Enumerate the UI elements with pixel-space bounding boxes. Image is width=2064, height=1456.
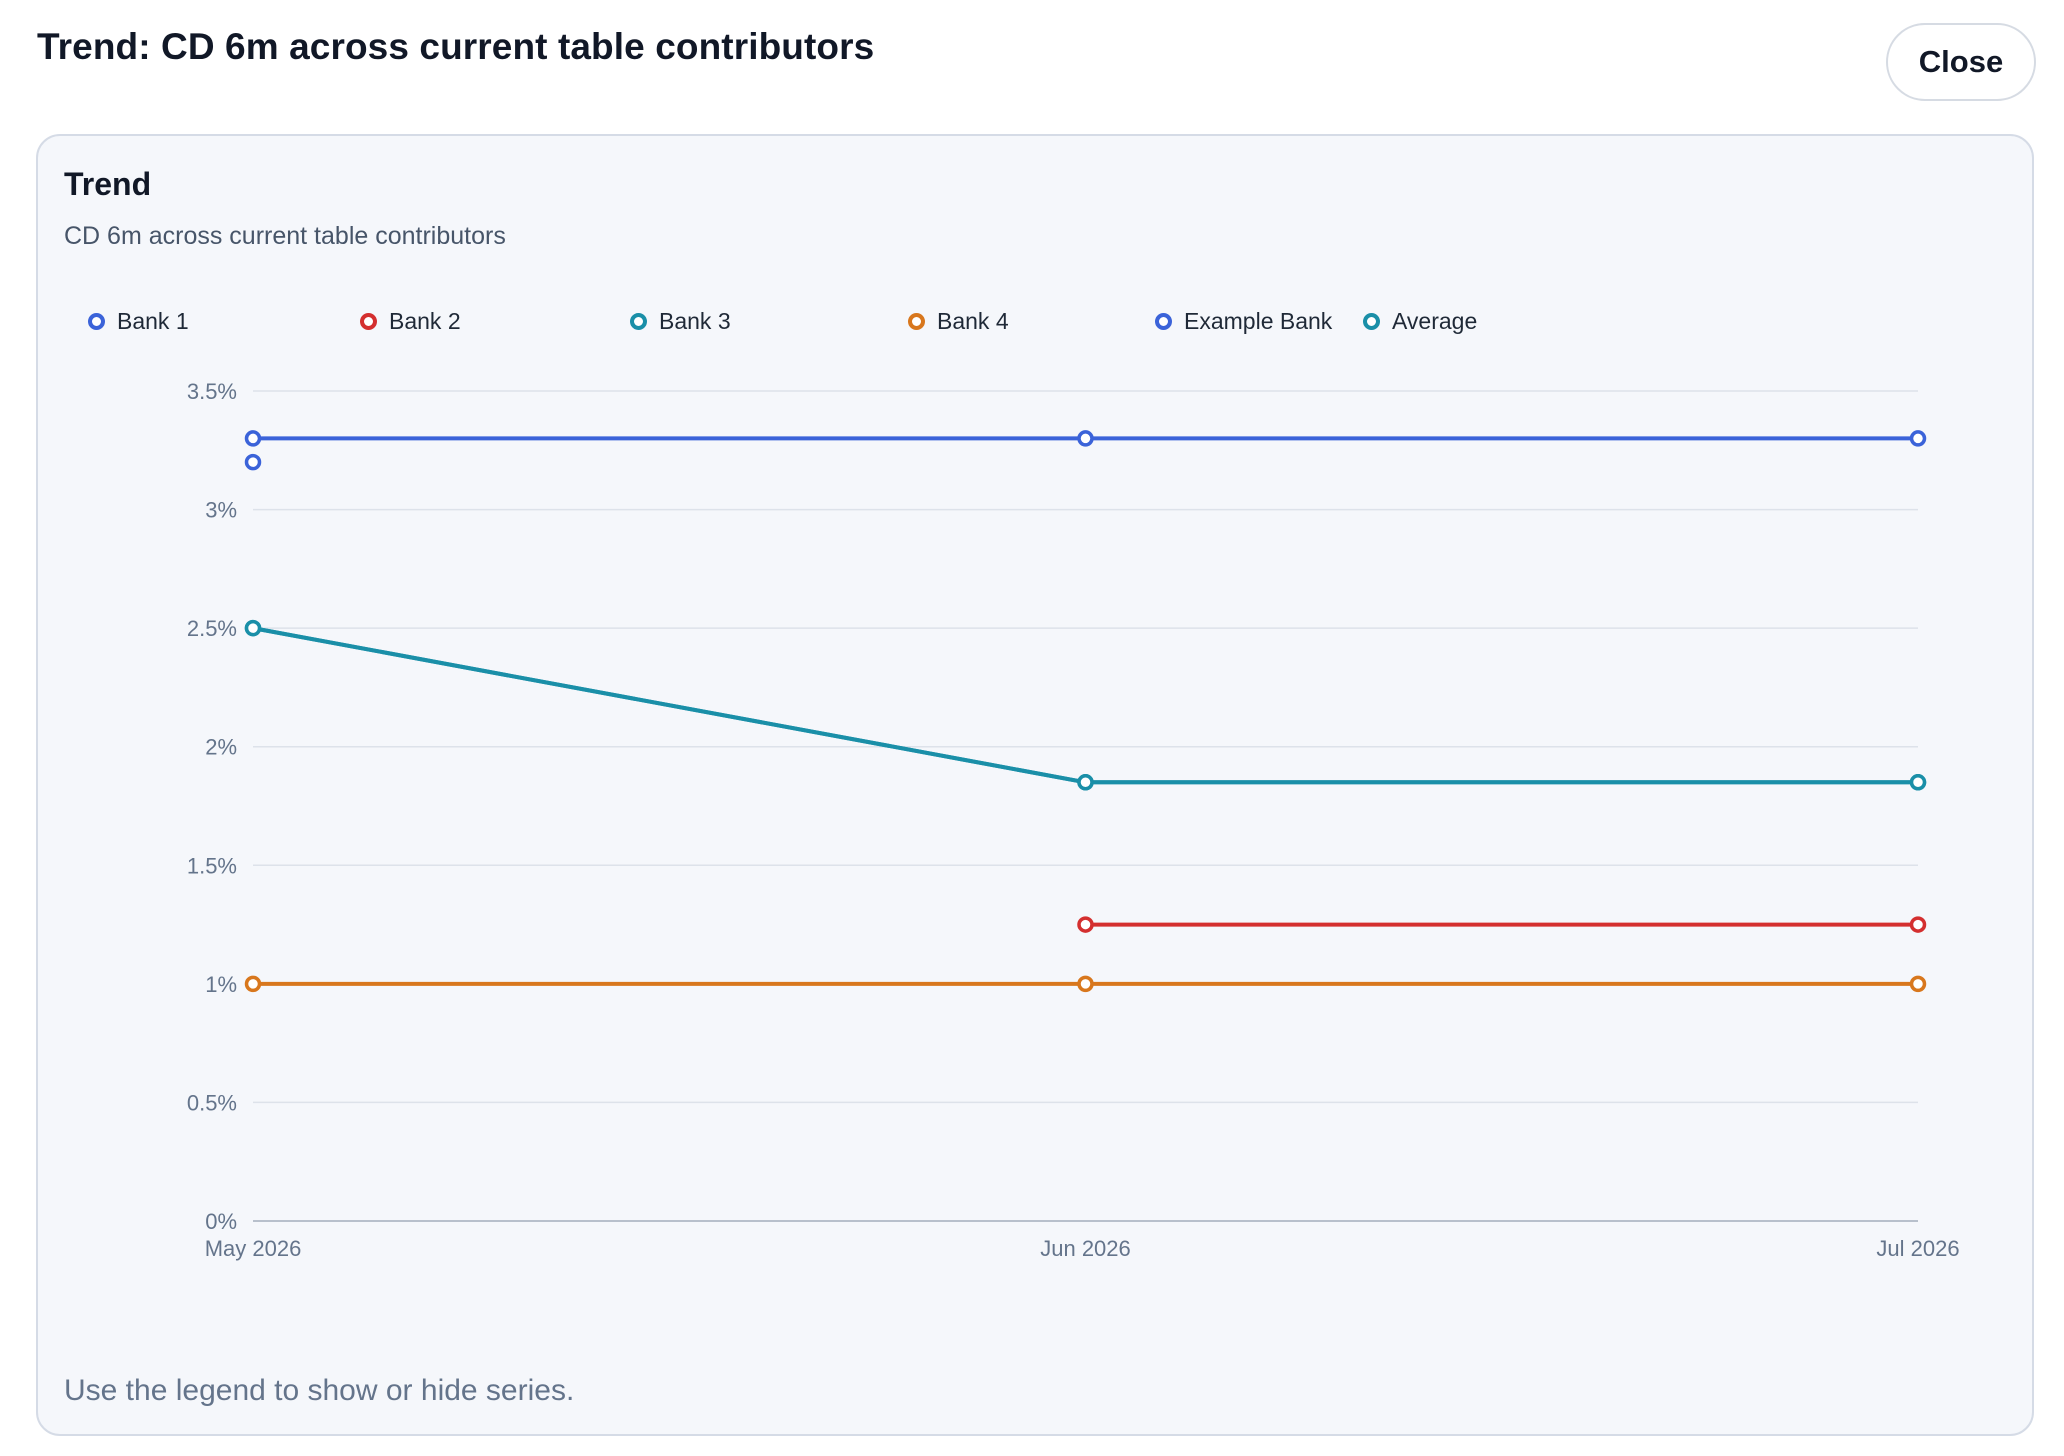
legend-hint: Use the legend to show or hide series. (64, 1374, 575, 1407)
legend-item-average[interactable]: Average (1363, 296, 1477, 346)
legend-label: Average (1392, 307, 1478, 334)
x-tick-label: May 2026 (205, 1236, 302, 1261)
legend-marker-icon (360, 312, 377, 330)
dialog-header: Trend: CD 6m across current table contri… (0, 0, 2064, 132)
y-tick-label: 2% (205, 735, 237, 760)
legend-item-example-bank[interactable]: Example Bank (1155, 296, 1332, 346)
y-tick-label: 0.5% (187, 1090, 237, 1115)
trend-card: Trend CD 6m across current table contrib… (36, 134, 2034, 1436)
legend-label: Bank 4 (937, 307, 1009, 334)
y-tick-label: 1.5% (187, 853, 237, 878)
close-button[interactable]: Close (1886, 23, 2036, 101)
data-point-bank-1 (1909, 430, 1927, 447)
legend-item-bank-3[interactable]: Bank 3 (630, 296, 731, 346)
legend-label: Bank 3 (659, 307, 731, 334)
data-point-bank-1 (244, 430, 262, 447)
data-point-bank-4 (244, 975, 262, 993)
y-tick-label: 2.5% (187, 616, 237, 641)
y-tick-label: 3% (205, 498, 237, 523)
legend-marker-icon (630, 312, 647, 330)
data-point-bank-2 (1909, 916, 1927, 933)
y-tick-label: 1% (205, 972, 237, 997)
card-title: Trend (64, 166, 152, 202)
legend-marker-icon (88, 312, 105, 330)
chart-legend: Bank 1 Bank 2 Bank 3 Bank 4 Example Bank Aver… (38, 296, 2036, 346)
card-subtitle: CD 6m across current table contributors (64, 222, 506, 250)
data-point-bank-4 (1909, 975, 1927, 993)
data-point-bank-2 (1077, 916, 1094, 933)
legend-marker-icon (908, 312, 925, 330)
series-line-average (251, 626, 1920, 785)
data-point-bank-4 (1077, 975, 1094, 993)
legend-marker-icon (1363, 312, 1380, 330)
x-tick-label: Jul 2026 (1876, 1236, 1959, 1261)
series-line-bank-3 (251, 626, 1920, 785)
line-chart: 0% 0.5% 1% 1.5% 2% 2.5% 3% 3.5% May 2026 Jun 2026… (187, 379, 1960, 1261)
legend-item-bank-2[interactable]: Bank 2 (360, 296, 461, 346)
data-point-average (1077, 774, 1094, 791)
x-tick-label: Jun 2026 (1040, 1236, 1131, 1261)
legend-label: Bank 1 (117, 307, 189, 334)
legend-label: Bank 2 (389, 307, 461, 334)
data-point-example-bank (244, 453, 262, 471)
legend-marker-icon (1155, 312, 1172, 330)
legend-item-bank-4[interactable]: Bank 4 (908, 296, 1009, 346)
page-title: Trend: CD 6m across current table contri… (37, 26, 875, 67)
legend-label: Example Bank (1184, 307, 1333, 334)
data-point-bank-1 (1077, 430, 1094, 447)
data-point-average (244, 619, 262, 637)
y-tick-label: 3.5% (187, 379, 237, 404)
y-tick-label: 0% (205, 1209, 237, 1234)
data-point-average (1909, 774, 1927, 791)
legend-item-bank-1[interactable]: Bank 1 (88, 296, 189, 346)
